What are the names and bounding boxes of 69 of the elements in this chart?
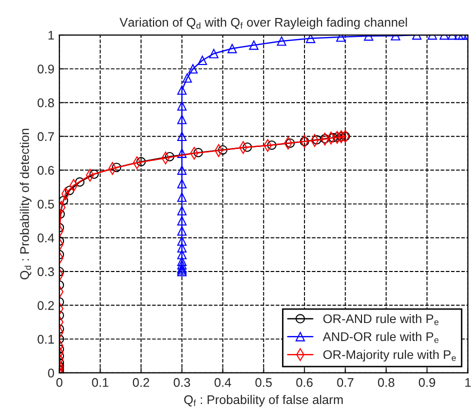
point [198, 56, 208, 66]
point [182, 73, 192, 83]
y-tick-label: 1 [48, 30, 54, 40]
y-tick-label: 0.5 [38, 200, 54, 209]
point [242, 142, 252, 152]
point [267, 140, 276, 150]
point [136, 157, 146, 166]
x-tick-label: 0.9 [418, 378, 436, 387]
x-tick-label: 0.5 [255, 378, 272, 387]
legend-label: OR-AND rule with P$_{e}$ [323, 314, 438, 326]
y-tick-label: 0.9 [38, 64, 54, 74]
y-tick-label: 0.6 [38, 166, 54, 175]
point [209, 48, 218, 58]
chart-title: Variation of Q$_{d}$ with Q$_{f}$ over Rayleigh fading channel [120, 18, 407, 30]
point [328, 133, 338, 142]
point [177, 114, 187, 124]
point [177, 260, 187, 270]
point [336, 132, 346, 142]
point [75, 177, 84, 187]
y-tick-label: 0.4 [38, 234, 54, 242]
point [227, 44, 237, 54]
x-tick-label: 0.4 [214, 378, 232, 387]
point [177, 216, 187, 226]
x-tick-label: 0.2 [132, 378, 150, 387]
x-tick-label: 0.6 [296, 378, 313, 387]
point [177, 132, 187, 142]
point [188, 64, 198, 74]
point [194, 148, 203, 158]
point [312, 135, 322, 144]
point [285, 138, 295, 148]
point [177, 226, 187, 236]
point [306, 35, 316, 44]
x-tick-label: 1 [465, 378, 471, 387]
point [177, 192, 187, 202]
point [177, 148, 187, 158]
point [218, 145, 228, 155]
point [164, 152, 174, 162]
point [177, 256, 187, 266]
y-tick-label: 0.2 [38, 301, 54, 310]
x-tick-label: 0 [56, 378, 62, 387]
point [177, 85, 187, 95]
point [89, 170, 99, 179]
point [177, 101, 187, 111]
point [112, 162, 122, 172]
point [177, 243, 187, 253]
x-tick-label: 0.7 [337, 378, 354, 387]
point [177, 250, 187, 260]
point [320, 134, 330, 144]
point [177, 236, 187, 246]
y-axis-title: Q$_{d}$ : Probability of detection [20, 128, 32, 280]
legend-label: OR-Majority rule with P$_{e}$ [323, 350, 456, 362]
y-tick-label: 0.8 [38, 98, 54, 108]
point [276, 36, 286, 46]
y-tick-label: 0 [48, 368, 54, 378]
x-axis-title: Q$_{f}$ : Probability of false alarm [184, 394, 343, 407]
y-tick-label: 0.3 [38, 267, 54, 276]
point [249, 40, 259, 50]
x-tick-label: 0.3 [174, 378, 190, 387]
x-tick-label: 0.8 [378, 378, 394, 387]
point [64, 186, 74, 196]
point [177, 165, 187, 175]
point [177, 206, 187, 216]
y-tick-label: 0.7 [38, 132, 54, 142]
x-tick-label: 0.1 [92, 378, 108, 387]
point [177, 178, 187, 188]
point [340, 132, 350, 142]
point [59, 196, 68, 206]
y-tick-label: 0.1 [38, 334, 54, 344]
legend-label: AND-OR rule with P$_{e}$ [322, 332, 438, 344]
